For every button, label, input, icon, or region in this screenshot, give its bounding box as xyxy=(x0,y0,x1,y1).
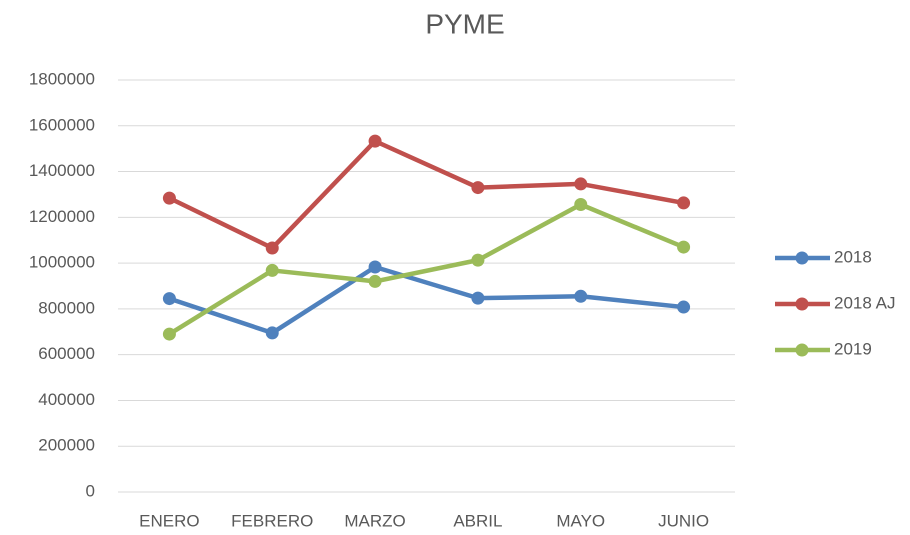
data-point xyxy=(265,326,279,340)
data-point xyxy=(368,274,382,288)
data-point xyxy=(677,196,691,210)
y-tick-label: 1600000 xyxy=(29,115,95,134)
data-point xyxy=(265,241,279,255)
data-point xyxy=(368,260,382,274)
data-point xyxy=(471,291,485,305)
data-point xyxy=(162,191,176,205)
y-tick-label: 800000 xyxy=(38,298,95,317)
series-line xyxy=(168,138,684,251)
legend-label: 2018 AJ xyxy=(834,293,895,312)
data-point xyxy=(368,134,382,148)
data-point xyxy=(265,263,279,277)
y-tick-label: 600000 xyxy=(38,344,95,363)
y-tick-label: 1800000 xyxy=(29,69,95,88)
legend-marker xyxy=(795,251,809,265)
x-tick-label: ABRIL xyxy=(453,511,502,530)
y-tick-label: 400000 xyxy=(38,390,95,409)
y-tick-label: 0 xyxy=(86,481,95,500)
data-point xyxy=(574,177,588,191)
legend-marker xyxy=(795,343,809,357)
legend-label: 2019 xyxy=(834,339,872,358)
x-tick-label: FEBRERO xyxy=(231,511,313,530)
series-line xyxy=(168,264,684,336)
y-tick-label: 1000000 xyxy=(29,253,95,272)
data-point xyxy=(574,289,588,303)
data-point xyxy=(162,292,176,306)
legend-marker xyxy=(795,297,809,311)
data-point xyxy=(471,253,485,267)
data-point xyxy=(677,300,691,314)
y-tick-label: 1400000 xyxy=(29,161,95,180)
data-point xyxy=(471,181,485,195)
x-tick-label: ENERO xyxy=(139,511,199,530)
x-tick-label: JUNIO xyxy=(658,511,709,530)
chart-title: PYME xyxy=(425,8,504,39)
series-line xyxy=(168,202,685,336)
data-point xyxy=(677,240,691,254)
y-tick-label: 200000 xyxy=(38,436,95,455)
data-point xyxy=(574,198,588,212)
legend-label: 2018 xyxy=(834,247,872,266)
x-tick-label: MARZO xyxy=(344,511,405,530)
y-tick-label: 1200000 xyxy=(29,207,95,226)
x-tick-label: MAYO xyxy=(556,511,605,530)
data-point xyxy=(162,327,176,341)
